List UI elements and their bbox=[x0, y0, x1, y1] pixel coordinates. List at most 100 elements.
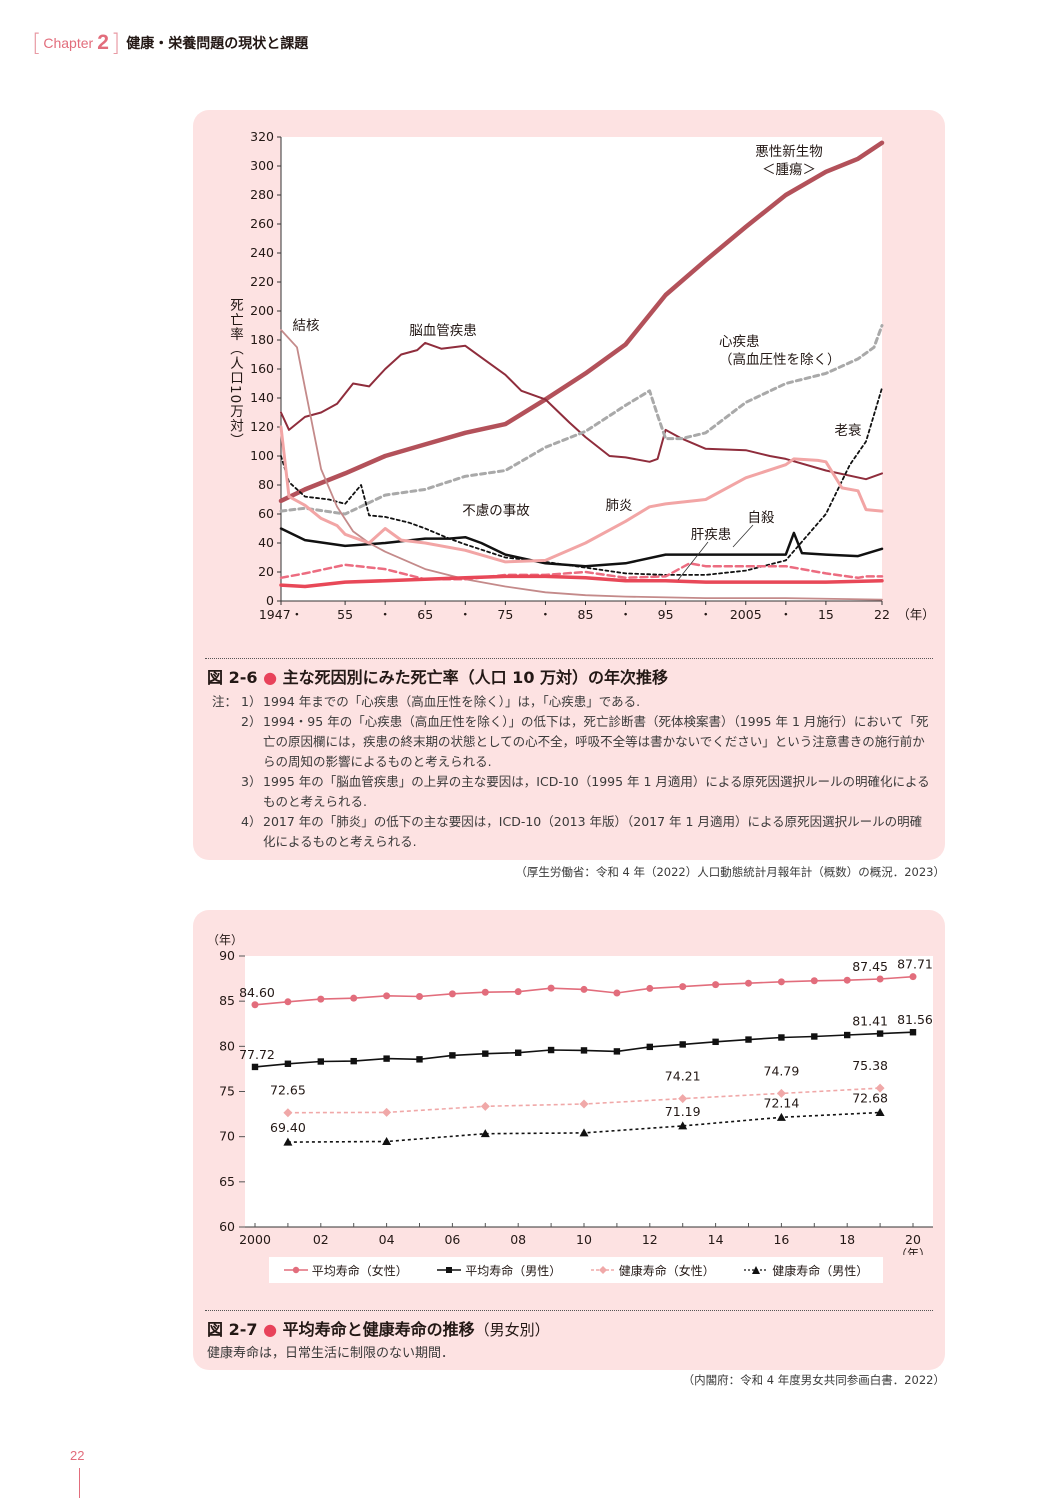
x-tick-label: 08 bbox=[510, 1232, 526, 1247]
figure-2-6-panel: 0 20 40 60 80 100 120 140 160 180 200 220 240 260 280 3… bbox=[193, 110, 945, 860]
y-tick-label: 300 bbox=[250, 158, 274, 173]
x-tick-label: 2000 bbox=[239, 1232, 271, 1247]
data-point bbox=[283, 1108, 293, 1118]
figure-divider bbox=[205, 1310, 933, 1311]
y-tick-label: 320 bbox=[250, 129, 274, 144]
data-point bbox=[712, 1038, 719, 1046]
series-label: 肝疾患 bbox=[691, 527, 732, 543]
series-line bbox=[279, 574, 884, 589]
square-marker-icon bbox=[437, 1267, 462, 1273]
x-tick-label: 10 bbox=[576, 1232, 592, 1247]
x-tick-label: ・ bbox=[619, 607, 632, 622]
data-point bbox=[613, 1048, 621, 1055]
data-point bbox=[875, 1107, 885, 1116]
data-label: 71.19 bbox=[665, 1104, 701, 1119]
x-tick-label: ・ bbox=[780, 607, 793, 622]
x-tick-label: 16 bbox=[773, 1232, 789, 1247]
x-tick-label: ・ bbox=[699, 607, 712, 622]
note-item: 3） 1995 年の「脳血管疾患」の上昇の主な要因は，ICD-10（1995 年 … bbox=[203, 772, 933, 812]
y-tick-label: 75 bbox=[219, 1084, 235, 1099]
legend-label: 平均寿命（女性） bbox=[311, 1263, 408, 1278]
y-tick-label: 90 bbox=[219, 948, 235, 963]
data-label: 87.45 bbox=[852, 959, 888, 974]
series-label: 肺炎 bbox=[606, 498, 633, 514]
data-point bbox=[909, 973, 917, 981]
data-point bbox=[875, 1083, 885, 1093]
y-tick-label: 280 bbox=[250, 187, 274, 202]
y-tick-label: 80 bbox=[258, 477, 274, 492]
y-axis-label: （年） bbox=[207, 933, 243, 947]
data-point bbox=[514, 988, 522, 996]
data-point bbox=[712, 981, 720, 989]
diamond-marker-icon bbox=[590, 1266, 615, 1274]
page-number: 22 bbox=[70, 1448, 85, 1463]
x-tick-label: 06 bbox=[444, 1232, 460, 1247]
data-point bbox=[515, 1049, 522, 1056]
data-label: 77.72 bbox=[239, 1047, 275, 1062]
series-label: 悪性新生物 bbox=[755, 144, 823, 160]
chapter-bracket-right: ] bbox=[110, 29, 121, 57]
series-line bbox=[280, 387, 883, 576]
data-point bbox=[382, 1136, 392, 1145]
y-tick-label: 60 bbox=[219, 1219, 235, 1234]
data-point bbox=[481, 988, 489, 996]
leader-line bbox=[677, 541, 709, 581]
legend-label: 平均寿命（男性） bbox=[465, 1263, 562, 1278]
x-tick-label: ・ bbox=[379, 607, 392, 622]
note-item: 4） 2017 年の「肺炎」の低下の主な要因は，ICD-10（2013 年版）（2… bbox=[203, 812, 933, 852]
data-point bbox=[251, 1063, 259, 1071]
series-line bbox=[280, 329, 883, 601]
data-point bbox=[810, 977, 818, 985]
note-number: 3） bbox=[241, 774, 262, 789]
y-tick-label: 240 bbox=[250, 245, 274, 260]
x-tick-label: 75 bbox=[497, 607, 513, 622]
y-tick-label: 220 bbox=[250, 274, 274, 289]
x-tick-label: 15 bbox=[818, 607, 834, 622]
data-label: 81.41 bbox=[852, 1014, 888, 1029]
x-tick-label: 1947・ bbox=[259, 607, 303, 622]
note-number: 1） bbox=[241, 694, 262, 709]
data-point bbox=[580, 985, 588, 993]
y-tick-label: 40 bbox=[258, 535, 274, 550]
figure-2-7-source: （内閣府：令和 4 年度男女共同参画白書．2022） bbox=[682, 1373, 945, 1387]
data-point bbox=[480, 1129, 490, 1138]
data-point bbox=[480, 1101, 490, 1111]
data-point bbox=[876, 1030, 884, 1037]
figure-label: 図 2-6 bbox=[207, 668, 258, 687]
x-axis-label: （年） bbox=[895, 1247, 931, 1255]
data-point bbox=[745, 1036, 752, 1043]
legend-item-male-life: 平均寿命（男性） bbox=[437, 1262, 561, 1279]
y-tick-label: 0 bbox=[266, 593, 274, 608]
life-expectancy-chart: （年） 60 65 70 75 80 85 90 2000 02 04 06 08 10 12 14 16 18 2… bbox=[207, 933, 933, 1255]
y-tick-label: 70 bbox=[219, 1129, 235, 1144]
plot-area bbox=[281, 137, 882, 601]
data-label: 69.40 bbox=[270, 1120, 306, 1135]
data-point bbox=[678, 1121, 688, 1130]
data-point bbox=[482, 1050, 489, 1057]
chapter-bracket-left: [ bbox=[32, 29, 42, 57]
figure-2-7-panel: （年） 60 65 70 75 80 85 90 2000 02 04 06 08 10 12 14 16 18 2… bbox=[193, 910, 945, 1370]
legend-item-female-life: 平均寿命（女性） bbox=[283, 1262, 408, 1279]
x-tick-label: 02 bbox=[313, 1232, 329, 1247]
bullet-icon: ● bbox=[263, 668, 278, 687]
series-label: 脳血管疾患 bbox=[409, 323, 477, 339]
y-tick-label: 85 bbox=[219, 993, 235, 1008]
x-tick-label: 20 bbox=[905, 1232, 921, 1247]
data-label: 74.79 bbox=[764, 1063, 800, 1078]
data-point bbox=[283, 1137, 293, 1146]
data-point bbox=[909, 1029, 917, 1036]
data-point bbox=[679, 983, 687, 991]
triangle-marker-icon bbox=[744, 1266, 769, 1274]
legend-item-male-healthy: 健康寿命（男性） bbox=[744, 1262, 868, 1279]
data-point bbox=[382, 1107, 392, 1117]
data-point bbox=[776, 1112, 786, 1121]
note-item: 2） 1994・95 年の「心疾患（高血圧性を除く）」の低下は，死亡診断書（死体検… bbox=[203, 712, 933, 772]
note-lead bbox=[203, 772, 241, 812]
x-tick-label: ・ bbox=[539, 607, 552, 622]
data-point bbox=[745, 979, 752, 987]
x-tick-label: 14 bbox=[708, 1232, 724, 1247]
data-point bbox=[284, 1060, 292, 1067]
note-number: 4） bbox=[241, 814, 262, 829]
y-tick-label: 140 bbox=[250, 390, 274, 405]
chapter-title: 健康・栄養問題の現状と課題 bbox=[126, 36, 309, 52]
